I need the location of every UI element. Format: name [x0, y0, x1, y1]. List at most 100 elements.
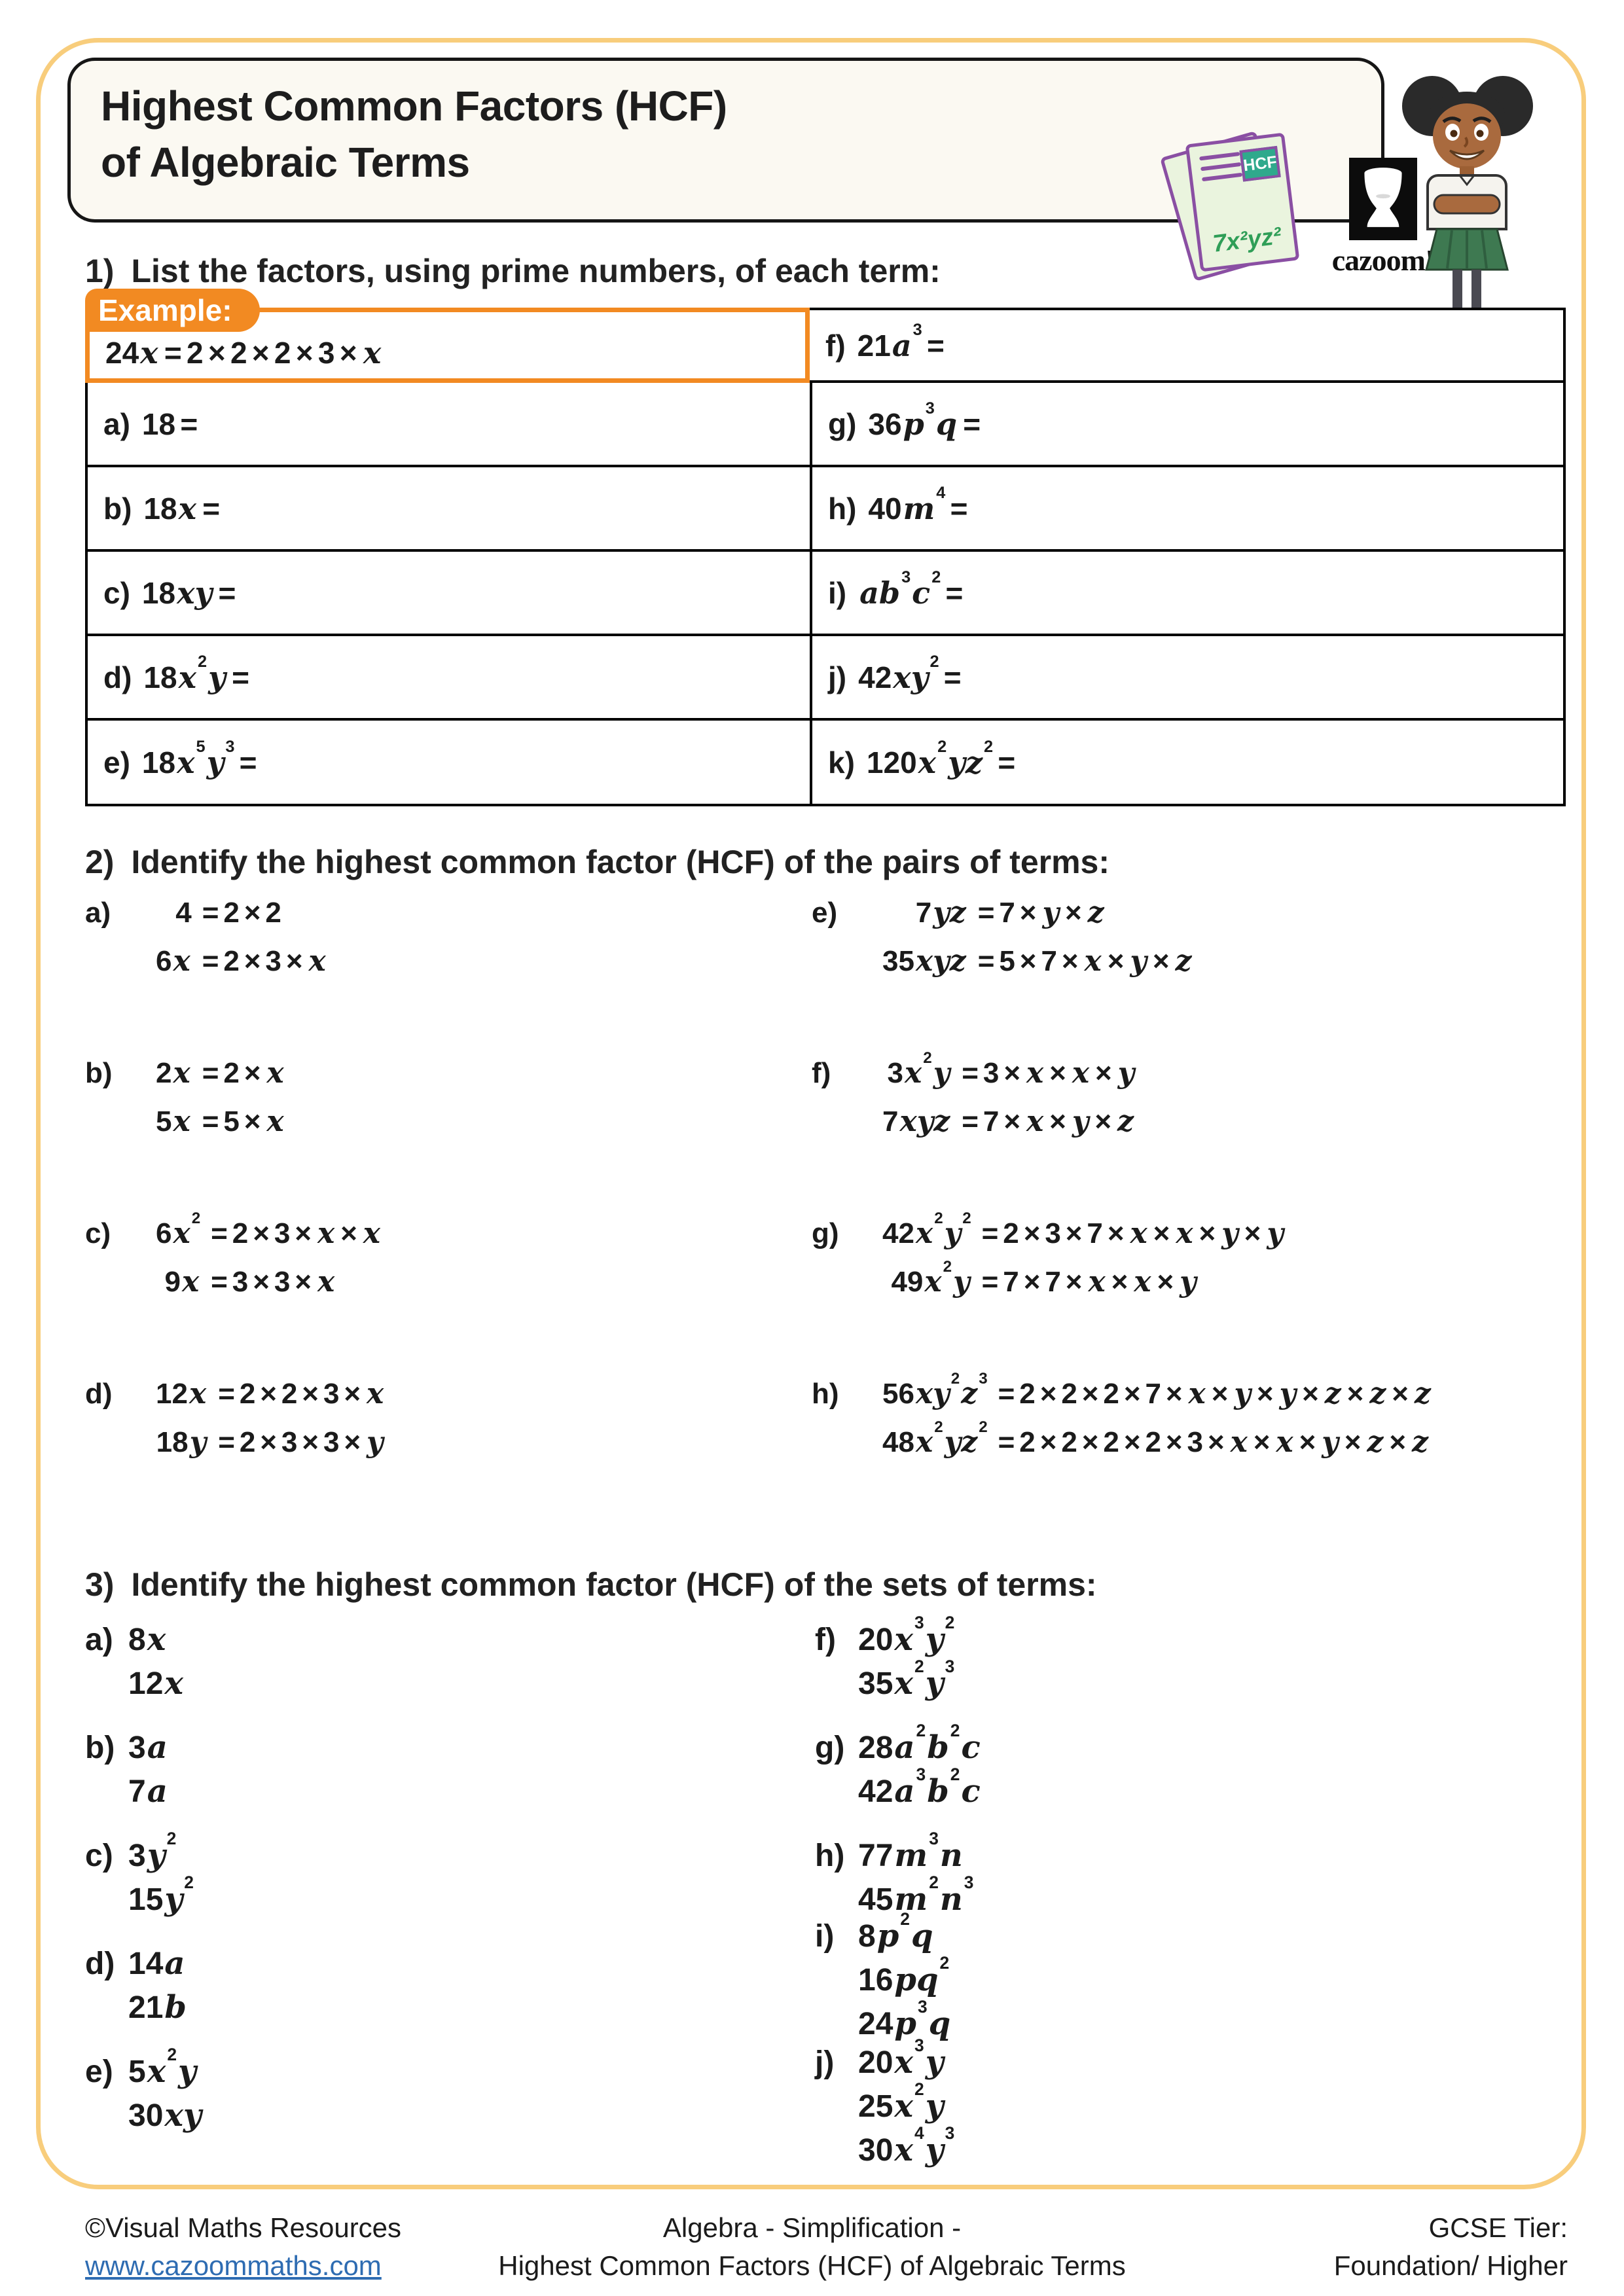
question-2-heading: 2) Identify the highest common factor (H…	[85, 843, 1110, 881]
cell-label: i)	[828, 575, 847, 610]
equations: 12x = 2 × 2 × 3 × x 18y = 2 × 3 × 3 × y	[156, 1370, 385, 1467]
prime-factors: = 2 × 3 × 7 × x × x × y × y	[981, 1217, 1284, 1250]
worksheet-title-box: Highest Common Factors (HCF) of Algebrai…	[67, 58, 1435, 282]
q2-item-c: c) 6x2 = 2 × 3 × x × x 9x = 3 × 3 × x	[85, 1210, 382, 1306]
prime-factors: = 2 × 2 × 2 × 2 × 3 × x × x × y × z × z	[998, 1426, 1429, 1459]
term: 18y	[156, 1426, 207, 1459]
equations: 56xy2z3 = 2 × 2 × 2 × 7 × x × y × y × z ×…	[882, 1370, 1432, 1467]
cell-label: e)	[103, 745, 130, 780]
table-cell-i: i) ab3c2 =	[810, 552, 1566, 636]
table-cell-h: h) 40m4 =	[810, 467, 1566, 552]
q2-item-h: h) 56xy2z3 = 2 × 2 × 2 × 7 × x × y × y × …	[812, 1370, 1432, 1467]
term-set: 5x2y 30xy	[128, 2046, 203, 2138]
q3-item-d: d) 14a 21b	[85, 1942, 188, 2030]
term: 6x	[156, 944, 190, 978]
cazoom-logo: cazoom!	[1324, 158, 1442, 278]
question-3-prompt: Identify the highest common factor (HCF)…	[131, 1566, 1097, 1603]
doc-formula-text: 7x²yz²	[1211, 222, 1283, 257]
term: 20x3y	[858, 2036, 944, 2081]
term-set: 28a2b2c 42a3b2c	[858, 1721, 982, 1814]
hcf-worksheet-icon: HCF 7x²yz²	[1159, 130, 1311, 285]
term: 49x2y	[891, 1257, 970, 1299]
q3-item-f: f) 20x3y2 35x2y3	[815, 1613, 955, 1706]
item-label: i)	[815, 1919, 835, 1954]
term: 3a	[128, 1729, 168, 1766]
item-label: d)	[85, 1946, 115, 1981]
term: 35x2y3	[858, 1657, 955, 1702]
equations: 4 = 2 × 2 6x = 2 × 3 × x	[156, 889, 327, 986]
term: 8p2q	[858, 1909, 933, 1954]
q3-item-h: h) 77m3n 45m2n3	[815, 1830, 974, 1922]
q2-item-d: d) 12x = 2 × 2 × 3 × x 18y = 2 × 3 × 3 × y	[85, 1370, 385, 1467]
item-label: g)	[815, 1731, 845, 1765]
cazoommaths-link[interactable]: www.cazoommaths.com	[85, 2250, 382, 2281]
copyright-text: ©Visual Maths Resources	[85, 2212, 402, 2243]
item-label: f)	[815, 1623, 836, 1657]
prime-factors: = 7 × x × y × z	[962, 1105, 1134, 1138]
term-set: 8x 12x	[128, 1618, 185, 1706]
prime-factors: = 7 × y × z	[977, 896, 1104, 929]
cazoom-wordmark: cazoom!	[1331, 243, 1435, 277]
term: 21b	[128, 1989, 187, 2026]
term: 7xyz	[882, 1105, 950, 1138]
term: 3x2y	[887, 1049, 950, 1090]
item-label: h)	[815, 1839, 845, 1873]
cell-expression: 120x2yz2 =	[866, 738, 1016, 780]
term: 48x2yz2	[882, 1418, 988, 1459]
term: 42a3b2c	[858, 1765, 981, 1810]
cell-label: d)	[103, 660, 132, 694]
item-label: a)	[85, 1623, 113, 1657]
text-lines-icon	[1199, 151, 1243, 188]
cell-expression: 18 =	[141, 406, 198, 441]
term-set: 20x3y 25x2y 30x4y3	[858, 2036, 954, 2172]
term: 14a	[128, 1945, 185, 1982]
example-expression: 24x = 2 × 2 × 2 × 3 × x	[105, 335, 382, 370]
q3-item-b: b) 3a 7a	[85, 1726, 169, 1814]
item-label: c)	[85, 1217, 111, 1249]
prime-factors: = 2 × 3 × x	[202, 944, 326, 978]
girl-drawing	[1402, 76, 1533, 337]
prime-factors: = 2 × 2 × 2 × 7 × x × y × y × z × z × z	[998, 1377, 1431, 1410]
term: 2x	[156, 1056, 190, 1090]
term: 45m2n3	[858, 1873, 974, 1918]
term: 16pq2	[858, 1953, 950, 1998]
footer-topic-line2: Highest Common Factors (HCF) of Algebrai…	[498, 2250, 1126, 2281]
term: 12x	[156, 1377, 207, 1410]
item-label: a)	[85, 897, 111, 929]
drum-glyph	[1364, 168, 1402, 227]
q2-item-a: a) 4 = 2 × 2 6x = 2 × 3 × x	[85, 889, 327, 986]
cell-expression: 18x5y3 =	[141, 738, 257, 780]
equations: 6x2 = 2 × 3 × x × x 9x = 3 × 3 × x	[156, 1210, 382, 1306]
cell-expression: 18xy =	[141, 575, 236, 611]
footer-left: ©Visual Maths Resources www.cazoommaths.…	[85, 2209, 401, 2285]
term: 28a2b2c	[858, 1721, 981, 1766]
cell-expression: 40m4 =	[868, 484, 968, 526]
item-label: d)	[85, 1378, 113, 1410]
equations: 7yz = 7 × y × z 35xyz = 5 × 7 × x × y × z	[882, 889, 1193, 986]
prime-factors: = 2 × 2 × 3 × x	[218, 1377, 384, 1410]
table-cell-e: e) 18x5y3 =	[85, 721, 810, 806]
prime-factors: = 7 × 7 × x × x × y	[981, 1265, 1197, 1299]
equations: 3x2y = 3 × x × x × y 7xyz = 7 × x × y × z	[882, 1049, 1136, 1146]
term-set: 3a 7a	[128, 1726, 169, 1814]
q3-item-e: e) 5x2y 30xy	[85, 2046, 203, 2138]
term: 12x	[128, 1665, 184, 1702]
term: 24p3q	[858, 1997, 951, 2042]
q3-item-i: i) 8p2q 16pq2 24p3q	[815, 1909, 952, 2046]
prime-factors: = 3 × 3 × x	[211, 1265, 335, 1299]
prime-factors: = 2 × 3 × x × x	[211, 1217, 380, 1250]
q3-item-a: a) 8x 12x	[85, 1618, 185, 1706]
term: 56xy2z3	[882, 1369, 988, 1410]
cell-expression: 21a3 =	[857, 321, 945, 363]
cell-label: h)	[828, 491, 857, 526]
tier-value: Foundation/ Higher	[1333, 2250, 1568, 2281]
term: 7yz	[915, 896, 966, 929]
question-2-prompt: Identify the highest common factor (HCF)…	[131, 844, 1110, 880]
question-1-number: 1)	[85, 253, 115, 289]
table-cell-c: c) 18xy =	[85, 552, 810, 636]
q3-item-c: c) 3y2 15y2	[85, 1830, 194, 1922]
example-tab: Example:	[85, 289, 260, 332]
term: 5x	[156, 1105, 190, 1138]
term: 20x3y2	[858, 1613, 955, 1658]
cell-label: b)	[103, 491, 132, 526]
